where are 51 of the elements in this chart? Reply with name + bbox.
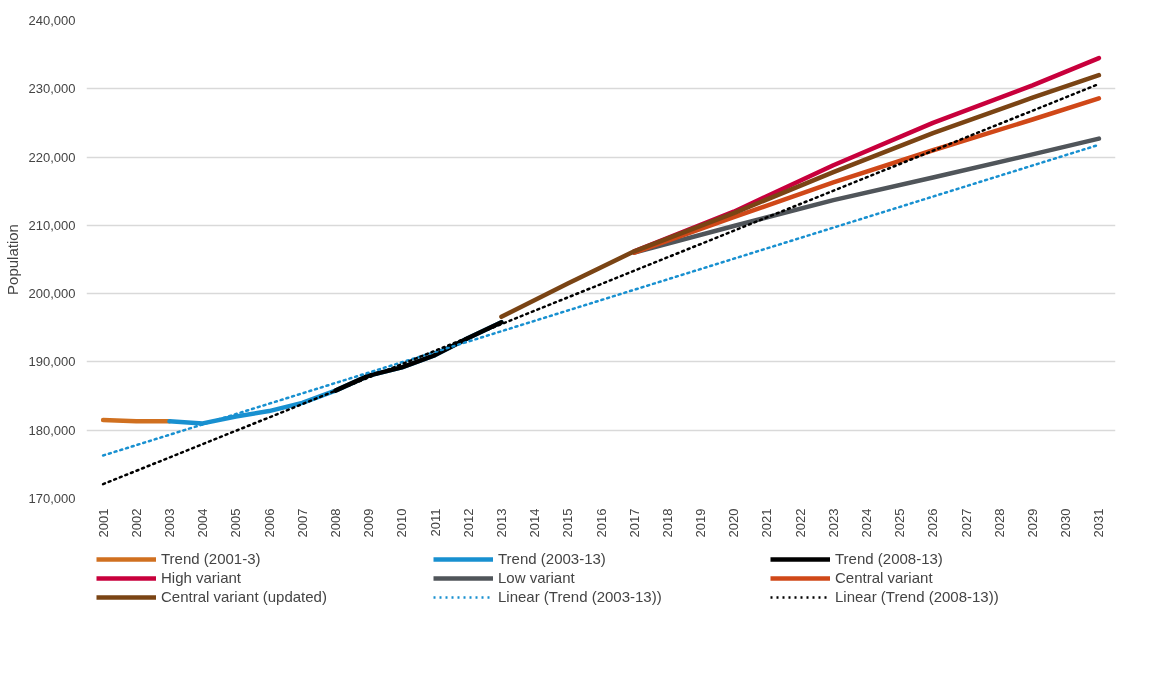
x-tick-label: 2006 <box>261 508 277 538</box>
x-tick-label: 2012 <box>460 508 476 538</box>
line-series <box>499 72 1102 320</box>
x-tick-label: 2029 <box>1025 508 1041 538</box>
x-tick-label: 2027 <box>958 508 974 538</box>
y-tick-label: 180,000 <box>28 422 76 438</box>
x-tick-label: 2019 <box>693 508 709 538</box>
y-tick-label: 220,000 <box>28 149 76 165</box>
x-tick-label: 2026 <box>925 508 941 538</box>
x-tick-label: 2022 <box>792 508 808 538</box>
legend-label: Central variant <box>835 569 934 586</box>
x-tick-label: 2002 <box>128 508 144 538</box>
legend-label: Trend (2008-13) <box>835 550 944 567</box>
x-tick-label: 2021 <box>759 508 775 538</box>
x-tick-label: 2028 <box>991 508 1007 538</box>
legend-label: Low variant <box>498 569 576 586</box>
x-tick-label: 2023 <box>825 508 841 538</box>
legend-label: High variant <box>161 569 243 586</box>
x-tick-label: 2003 <box>161 508 177 538</box>
x-tick-label: 2020 <box>726 508 742 538</box>
legend-label: Trend (2003-13) <box>498 550 607 567</box>
x-tick-label: 2015 <box>560 508 576 538</box>
y-axis-title: Population <box>3 224 21 295</box>
x-tick-label: 2018 <box>659 508 675 538</box>
x-tick-label: 2030 <box>1058 508 1074 538</box>
legend-label: Linear (Trend (2008-13)) <box>835 588 1000 605</box>
y-tick-label: 170,000 <box>28 491 76 506</box>
x-tick-label: 2013 <box>493 508 509 538</box>
x-tick-label: 2011 <box>427 508 443 537</box>
line-series <box>333 320 504 393</box>
x-tick-label: 2004 <box>195 508 211 538</box>
x-tick-label: 2010 <box>394 508 410 538</box>
legend-label: Central variant (updated) <box>161 588 328 605</box>
y-tick-label: 210,000 <box>28 217 76 233</box>
x-tick-label: 2008 <box>327 508 343 538</box>
x-tick-label: 2009 <box>361 508 377 538</box>
x-tick-label: 2017 <box>626 508 642 538</box>
y-tick-label: 230,000 <box>28 81 76 97</box>
y-tick-label: 240,000 <box>28 13 76 28</box>
x-tick-label: 2005 <box>228 508 244 538</box>
x-tick-label: 2014 <box>527 508 543 538</box>
x-tick-label: 2025 <box>892 508 908 538</box>
x-tick-label: 2024 <box>859 508 875 538</box>
y-tick-label: 190,000 <box>28 354 76 370</box>
legend-label: Trend (2001-3) <box>161 550 262 567</box>
legend-label: Linear (Trend (2003-13)) <box>498 588 663 605</box>
y-tick-label: 200,000 <box>28 286 76 302</box>
x-tick-label: 2031 <box>1091 508 1107 538</box>
x-tick-label: 2016 <box>593 508 609 538</box>
x-tick-label: 2001 <box>95 508 111 538</box>
x-tick-label: 2007 <box>294 508 310 538</box>
